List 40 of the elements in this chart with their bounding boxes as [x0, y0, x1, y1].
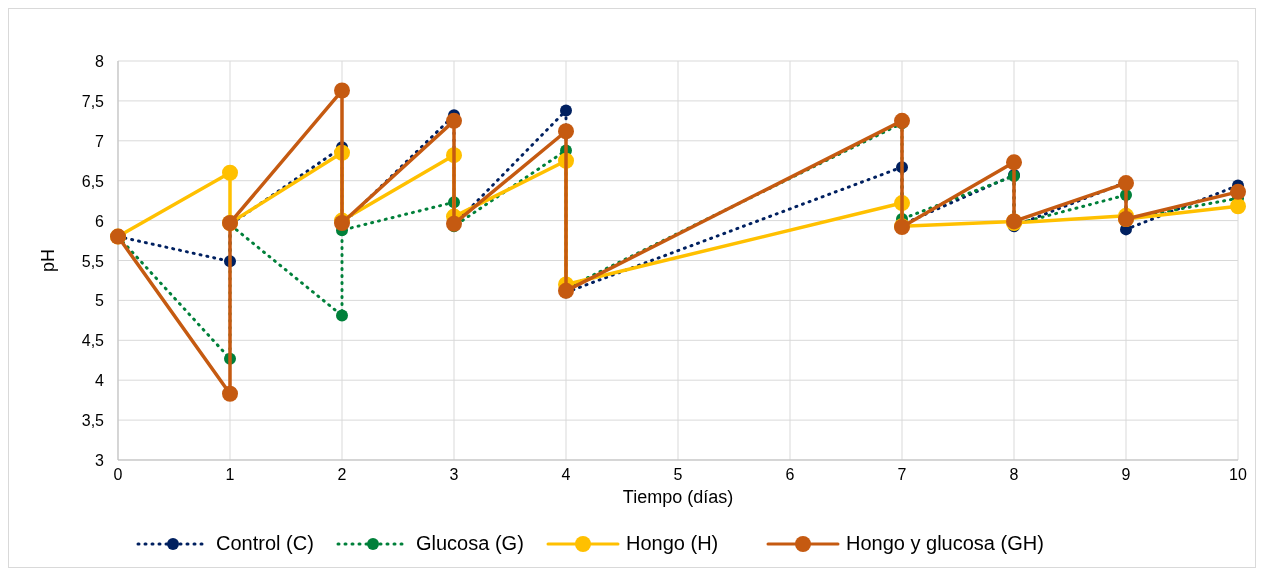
y-tick-label: 3 — [95, 452, 105, 469]
x-tick-label: 7 — [897, 466, 907, 483]
x-tick-label: 9 — [1121, 466, 1131, 483]
x-tick-label: 1 — [225, 466, 235, 483]
point — [560, 104, 572, 117]
y-tick-label: 8 — [95, 53, 105, 70]
y-tick-label: 4,5 — [81, 332, 105, 350]
y-tick-label: 5 — [95, 292, 105, 310]
x-tick-label: 3 — [449, 466, 459, 483]
x-tick-label: 5 — [673, 466, 683, 483]
point — [558, 123, 574, 140]
point — [336, 309, 348, 322]
y-tick-label: 7,5 — [81, 92, 105, 110]
point — [446, 112, 462, 129]
point — [222, 385, 238, 402]
y-tick-label: 5,5 — [81, 252, 105, 270]
x-tick-label: 8 — [1009, 466, 1019, 483]
x-tick-label: 2 — [337, 466, 347, 483]
y-tick-label: 6,5 — [81, 172, 105, 190]
point — [894, 112, 910, 129]
y-axis-title: pH — [38, 248, 58, 273]
x-tick-label: 6 — [785, 466, 795, 483]
legend-label: Glucosa (G) — [416, 532, 524, 554]
point — [1006, 154, 1022, 171]
legend-label: Hongo (H) — [626, 532, 719, 554]
x-tick-label: 10 — [1229, 466, 1247, 483]
point — [558, 282, 574, 299]
x-axis-title: Tiempo (días) — [622, 487, 734, 507]
x-tick-label: 4 — [561, 466, 571, 483]
point — [222, 164, 238, 181]
point — [1230, 183, 1246, 200]
legend-label: Control (C) — [216, 532, 314, 554]
y-tick-label: 4 — [95, 372, 105, 390]
y-tick-label: 6 — [95, 212, 105, 230]
point — [1230, 198, 1246, 215]
y-tick-label: 7 — [95, 132, 105, 150]
x-tick-label: 0 — [113, 466, 123, 483]
point — [334, 82, 350, 99]
legend-label: Hongo y glucosa (GH) — [846, 532, 1044, 554]
y-tick-label: 3,5 — [81, 412, 105, 430]
